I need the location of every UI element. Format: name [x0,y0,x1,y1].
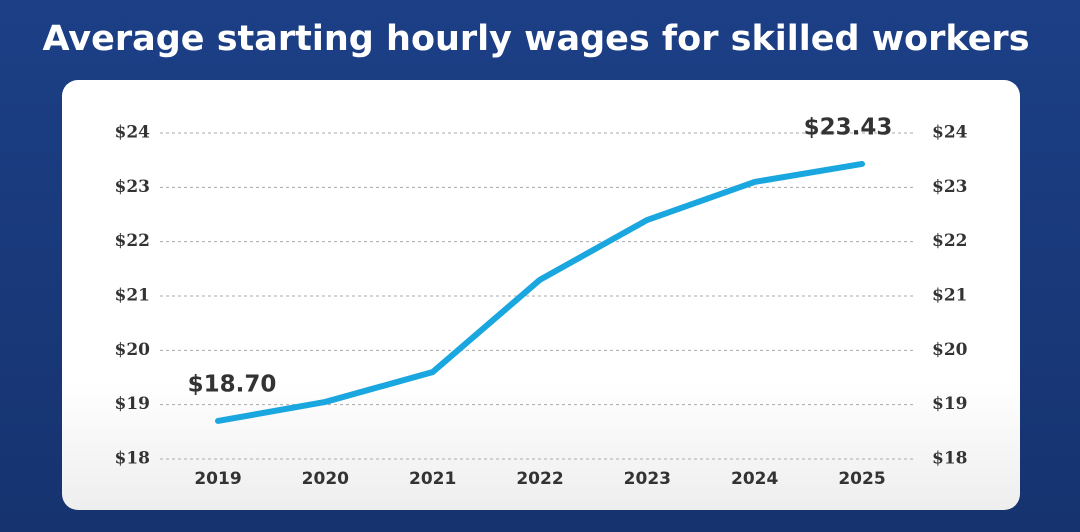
card [62,80,1020,510]
y2-tick-label: $24 [932,123,968,143]
line [215,160,865,424]
y-tick-label: $19 [115,394,151,414]
y-tick-label: $18 [115,449,151,469]
y-tick-label: $22 [115,231,151,251]
value-label: $18.70 [188,371,277,397]
x-tick-label: 2023 [624,469,671,489]
x-tick-label: 2021 [409,469,456,489]
y-tick-label: $20 [115,340,151,360]
y-tick-label: $21 [115,286,151,306]
y2-tick-label: $18 [932,449,968,469]
x-tick-label: 2024 [731,469,778,489]
chart-title: Average starting hourly wages for skille… [42,19,1029,59]
y-tick-label: $23 [115,177,151,197]
y2-tick-label: $21 [932,286,968,306]
y2-tick-label: $20 [932,340,968,360]
x-tick-label: 2025 [838,469,885,489]
value-label: $23.43 [804,114,893,140]
x-tick-label: 2022 [516,469,563,489]
y2-tick-label: $22 [932,231,968,251]
y2-tick-label: $23 [932,177,968,197]
y-tick-label: $24 [115,123,151,143]
x-tick-label: 2019 [194,469,241,489]
x-tick-label: 2020 [302,469,349,489]
y2-tick-label: $19 [932,394,968,414]
